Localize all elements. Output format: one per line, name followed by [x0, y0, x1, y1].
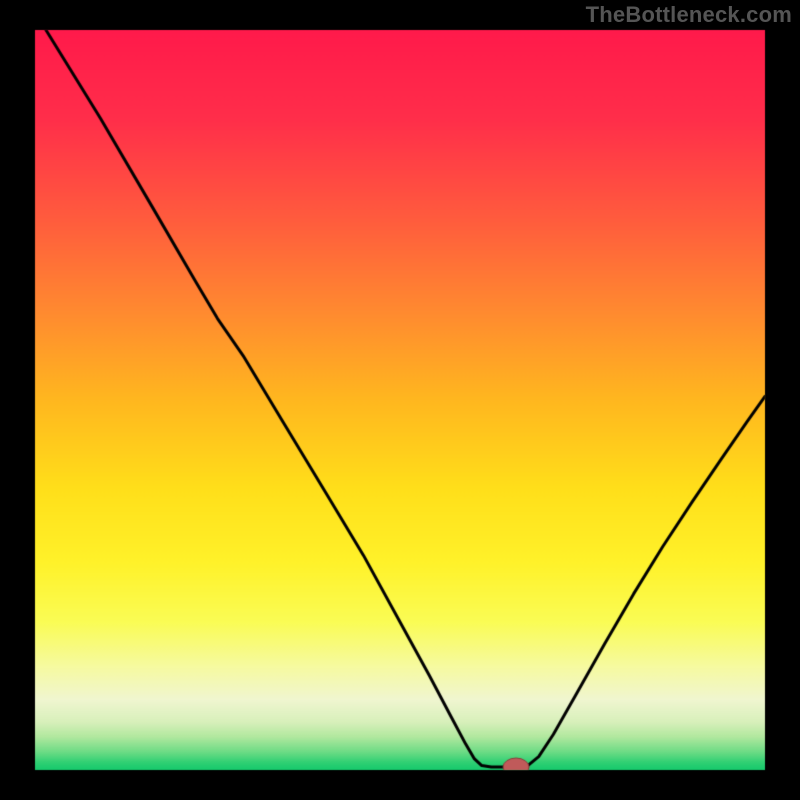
- bottleneck-curve: [0, 0, 800, 800]
